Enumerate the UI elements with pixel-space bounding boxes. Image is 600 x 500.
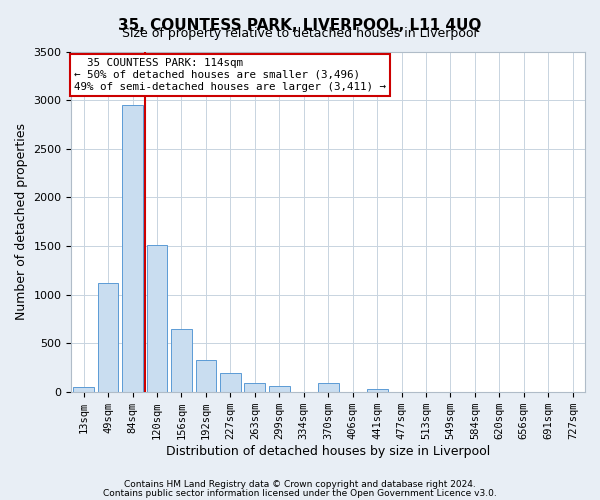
Bar <box>220 373 241 392</box>
Bar <box>98 283 118 392</box>
Text: Size of property relative to detached houses in Liverpool: Size of property relative to detached ho… <box>122 28 478 40</box>
Title: 35, COUNTESS PARK, LIVERPOOL, L11 4UQ
Size of property relative to detached hous: 35, COUNTESS PARK, LIVERPOOL, L11 4UQ Si… <box>0 499 1 500</box>
Bar <box>367 390 388 392</box>
Text: 35, COUNTESS PARK, LIVERPOOL, L11 4UQ: 35, COUNTESS PARK, LIVERPOOL, L11 4UQ <box>118 18 482 32</box>
Bar <box>269 386 290 392</box>
X-axis label: Distribution of detached houses by size in Liverpool: Distribution of detached houses by size … <box>166 444 490 458</box>
Bar <box>318 383 338 392</box>
Bar <box>73 387 94 392</box>
Bar <box>171 328 192 392</box>
Bar <box>244 383 265 392</box>
Text: Contains HM Land Registry data © Crown copyright and database right 2024.: Contains HM Land Registry data © Crown c… <box>124 480 476 489</box>
Bar <box>122 105 143 392</box>
Bar <box>146 245 167 392</box>
Text: 35 COUNTESS PARK: 114sqm
← 50% of detached houses are smaller (3,496)
49% of sem: 35 COUNTESS PARK: 114sqm ← 50% of detach… <box>74 58 386 92</box>
Bar <box>196 360 217 392</box>
Text: Contains public sector information licensed under the Open Government Licence v3: Contains public sector information licen… <box>103 488 497 498</box>
Y-axis label: Number of detached properties: Number of detached properties <box>15 123 28 320</box>
